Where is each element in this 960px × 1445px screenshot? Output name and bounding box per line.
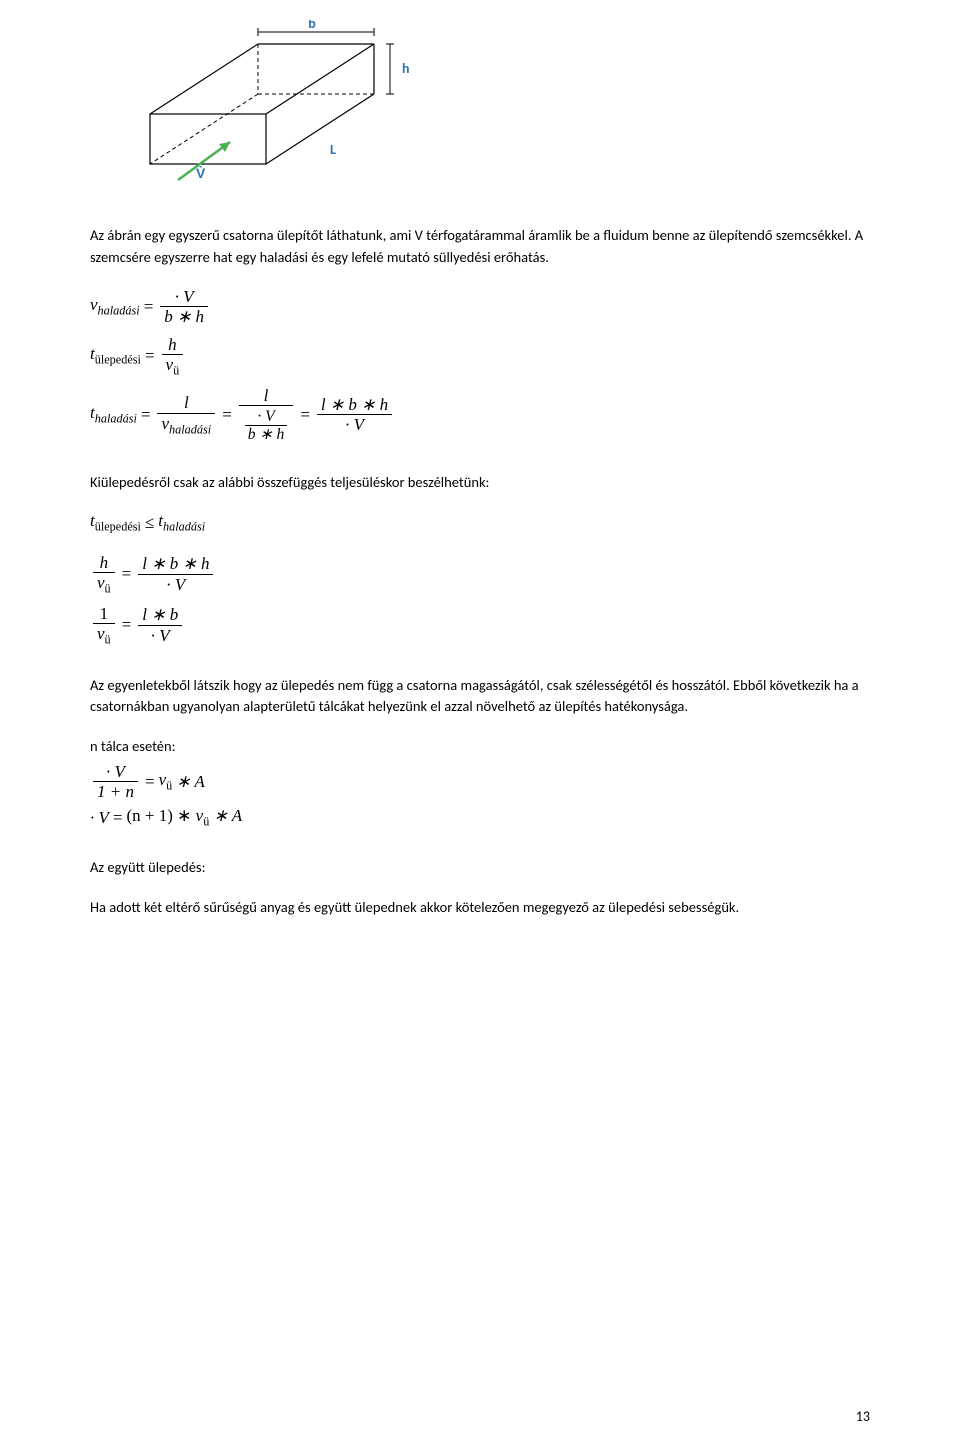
paragraph-5: Az együtt ülepedés:	[90, 857, 870, 879]
formula-inequality: tülepedési ≤ thaladási	[90, 511, 870, 534]
page: b h V̇ L	[0, 0, 960, 1445]
formula-v-haladasi: vhaladási = · V b ∗ h	[90, 287, 870, 327]
label-v: V̇	[196, 165, 206, 182]
paragraph-6: Ha adott két eltérő sűrűségű anyag és eg…	[90, 897, 870, 919]
paragraph-1: Az ábrán egy egyszerű csatorna ülepítőt …	[90, 225, 870, 269]
formula-n-tray-1: · V 1 + n = vü ∗ A	[90, 762, 870, 802]
formula-t-ulepedesi: tülepedési = h vü	[90, 335, 870, 378]
formula-1v-eq: 1 vü = l ∗ b · V	[90, 604, 870, 647]
formula-n-tray-2: · V = (n + 1) ∗ vü ∗ A	[90, 806, 870, 829]
formula-t-haladasi: thaladási = l vhaladási = l · V b ∗ h = …	[90, 386, 870, 444]
label-b: b	[308, 20, 316, 32]
label-h: h	[402, 60, 410, 77]
label-L: L	[330, 141, 336, 158]
formula-hv-eq: h vü = l ∗ b ∗ h · V	[90, 553, 870, 596]
paragraph-4: n tálca esetén:	[90, 736, 870, 758]
paragraph-2: Kiülepedésről csak az alábbi összefüggés…	[90, 472, 870, 494]
channel-diagram: b h V̇ L	[120, 20, 870, 195]
paragraph-3: Az egyenletekből látszik hogy az ülepedé…	[90, 675, 870, 719]
page-number: 13	[856, 1408, 870, 1425]
